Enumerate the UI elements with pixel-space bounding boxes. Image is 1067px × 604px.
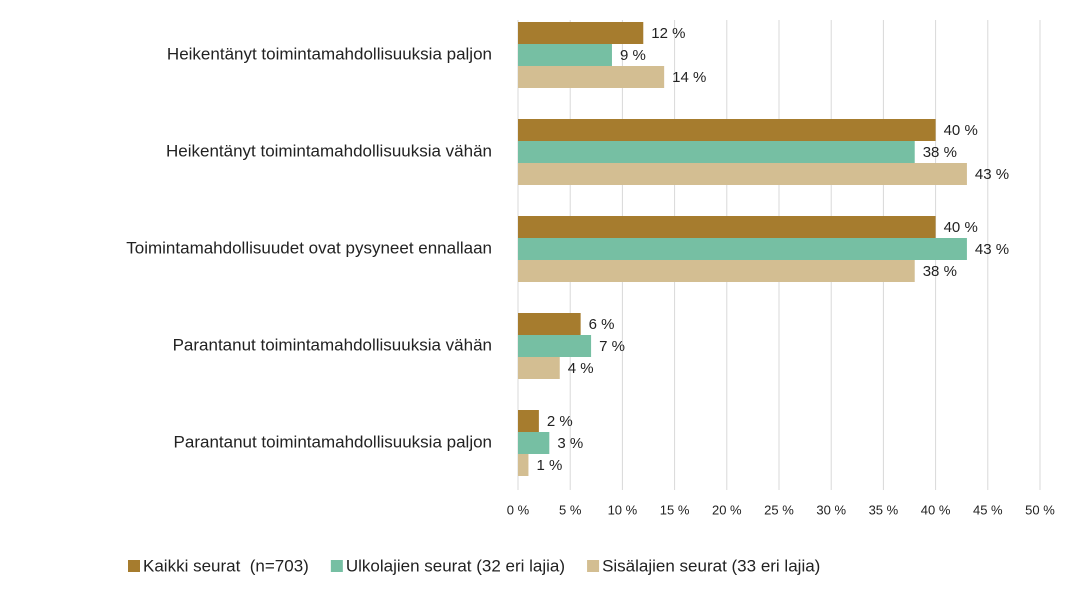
bar [518, 454, 529, 476]
x-tick-label: 30 % [816, 502, 846, 517]
data-label: 7 % [599, 338, 625, 355]
bar [518, 260, 915, 282]
category-label: Parantanut toimintamahdollisuuksia paljo… [174, 432, 492, 451]
data-label: 4 % [568, 360, 594, 377]
category-label: Parantanut toimintamahdollisuuksia vähän [173, 335, 492, 354]
data-label: 43 % [975, 166, 1009, 183]
bar [518, 216, 936, 238]
legend-label: Kaikki seurat (n=703) [143, 556, 309, 575]
bar [518, 238, 967, 260]
x-tick-label: 15 % [660, 502, 690, 517]
bar [518, 22, 644, 44]
bar [518, 66, 665, 88]
data-label: 9 % [620, 47, 646, 64]
bar [518, 410, 539, 432]
bar [518, 357, 560, 379]
data-label: 6 % [589, 316, 615, 333]
category-label: Toimintamahdollisuudet ovat pysyneet enn… [126, 238, 492, 257]
data-label: 43 % [975, 241, 1009, 258]
data-label: 40 % [944, 219, 978, 236]
bar [518, 163, 967, 185]
x-tick-label: 5 % [559, 502, 582, 517]
category-label: Heikentänyt toimintamahdollisuuksia vähä… [166, 141, 492, 160]
x-tick-label: 25 % [764, 502, 794, 517]
category-label: Heikentänyt toimintamahdollisuuksia palj… [167, 44, 492, 63]
data-label: 40 % [944, 122, 978, 139]
legend-swatch [330, 560, 343, 572]
x-tick-label: 35 % [869, 502, 899, 517]
bar [518, 335, 592, 357]
legend-swatch [128, 560, 140, 572]
x-tick-label: 45 % [973, 502, 1003, 517]
legend-label: Sisälajien seurat (33 eri lajia) [602, 556, 820, 575]
data-label: 1 % [536, 457, 562, 474]
data-label: 3 % [557, 435, 583, 452]
x-tick-label: 40 % [921, 502, 951, 517]
legend-swatch [587, 560, 600, 572]
data-label: 2 % [547, 413, 573, 430]
bar [518, 141, 915, 163]
bar [518, 313, 581, 335]
x-tick-label: 10 % [608, 502, 638, 517]
data-label: 38 % [923, 263, 957, 280]
legend-label: Ulkolajien seurat (32 eri lajia) [346, 556, 565, 575]
data-label: 14 % [672, 69, 706, 86]
x-tick-label: 20 % [712, 502, 742, 517]
data-label: 12 % [651, 25, 685, 42]
bar [518, 432, 550, 454]
bar [518, 119, 936, 141]
bar [518, 44, 612, 66]
x-tick-label: 50 % [1025, 502, 1055, 517]
x-tick-label: 0 % [507, 502, 530, 517]
data-label: 38 % [923, 144, 957, 161]
